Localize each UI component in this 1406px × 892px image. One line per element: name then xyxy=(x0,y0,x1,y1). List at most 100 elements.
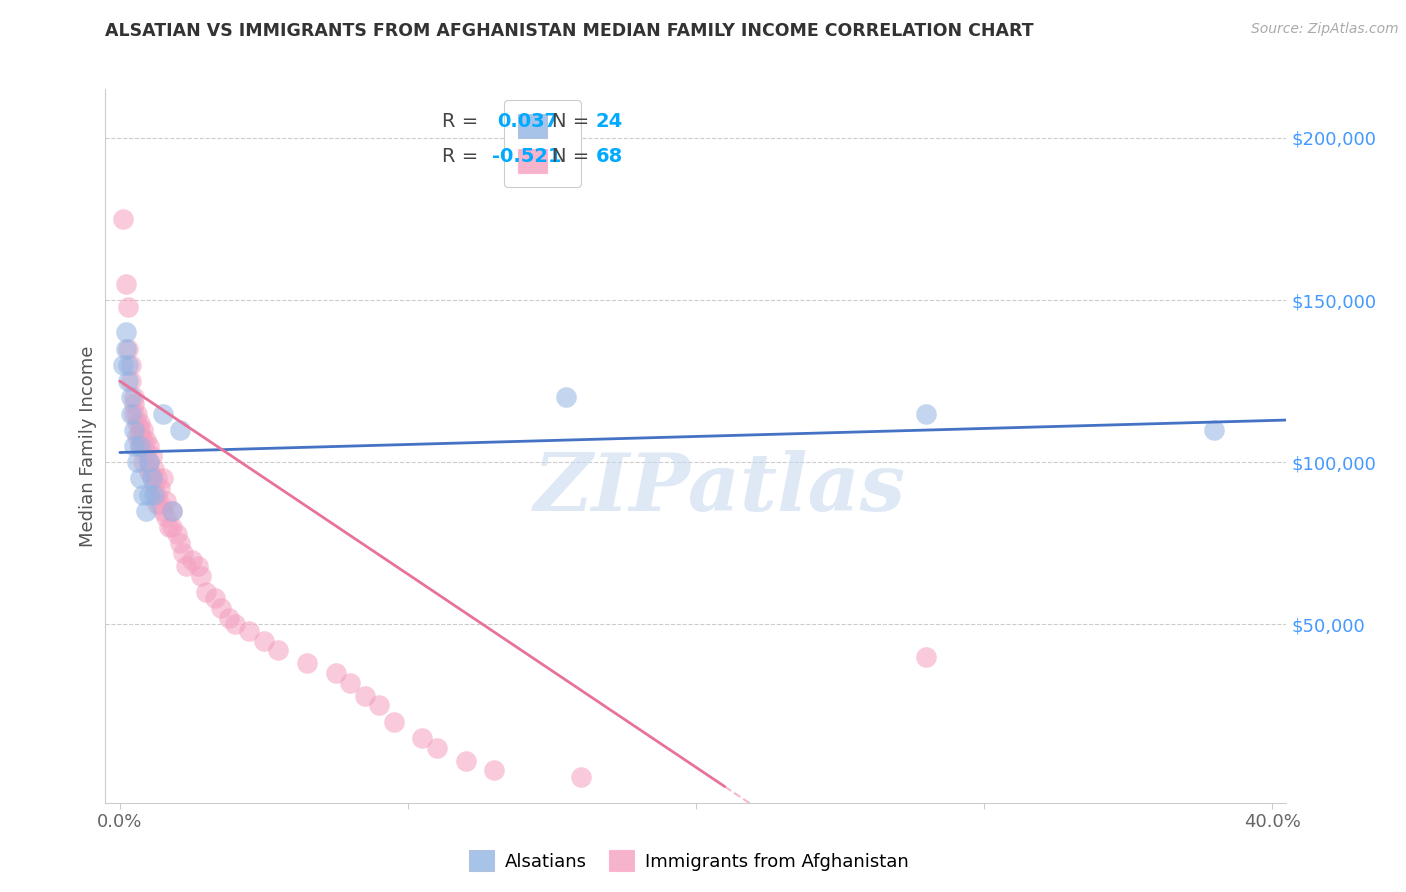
Point xyxy=(138,455,160,469)
Point xyxy=(157,520,180,534)
Point xyxy=(160,520,183,534)
Point xyxy=(218,611,240,625)
Point xyxy=(152,471,174,485)
Point xyxy=(127,407,149,421)
Point xyxy=(253,633,276,648)
Point xyxy=(122,439,145,453)
Point xyxy=(382,714,405,729)
Point xyxy=(325,666,347,681)
Point xyxy=(368,698,391,713)
Point xyxy=(143,488,166,502)
Point xyxy=(114,277,136,291)
Point xyxy=(141,468,163,483)
Text: ZIPatlas: ZIPatlas xyxy=(533,450,905,527)
Point xyxy=(138,439,160,453)
Point xyxy=(484,764,506,778)
Point xyxy=(129,423,152,437)
Text: N =: N = xyxy=(553,112,589,131)
Point xyxy=(174,559,197,574)
Point xyxy=(135,504,157,518)
Text: ALSATIAN VS IMMIGRANTS FROM AFGHANISTAN MEDIAN FAMILY INCOME CORRELATION CHART: ALSATIAN VS IMMIGRANTS FROM AFGHANISTAN … xyxy=(105,22,1033,40)
Point xyxy=(426,740,449,755)
Point xyxy=(117,358,139,372)
Point xyxy=(129,471,152,485)
Text: 68: 68 xyxy=(596,147,623,167)
Point xyxy=(146,497,169,511)
Point xyxy=(111,211,134,226)
Point xyxy=(141,449,163,463)
Point xyxy=(155,494,177,508)
Text: 24: 24 xyxy=(596,112,623,131)
Point xyxy=(209,601,232,615)
Point xyxy=(166,526,188,541)
Point xyxy=(122,407,145,421)
Point xyxy=(129,439,152,453)
Point xyxy=(141,471,163,485)
Point xyxy=(143,478,166,492)
Point xyxy=(915,649,938,664)
Point xyxy=(114,326,136,340)
Point xyxy=(152,407,174,421)
Point xyxy=(160,504,183,518)
Point xyxy=(143,461,166,475)
Point xyxy=(295,657,318,671)
Point xyxy=(122,423,145,437)
Point xyxy=(120,358,142,372)
Point xyxy=(146,488,169,502)
Point xyxy=(132,488,155,502)
Legend: Alsatians, Immigrants from Afghanistan: Alsatians, Immigrants from Afghanistan xyxy=(463,843,915,879)
Point xyxy=(122,390,145,404)
Point xyxy=(267,643,290,657)
Point xyxy=(138,488,160,502)
Point xyxy=(353,689,375,703)
Point xyxy=(339,675,361,690)
Point xyxy=(146,471,169,485)
Point xyxy=(172,546,194,560)
Point xyxy=(127,417,149,431)
Point xyxy=(111,358,134,372)
Point xyxy=(569,770,592,784)
Point xyxy=(204,591,226,606)
Text: N =: N = xyxy=(553,147,589,167)
Point xyxy=(117,300,139,314)
Point xyxy=(138,455,160,469)
Point xyxy=(129,439,152,453)
Text: R =: R = xyxy=(441,112,478,131)
Point xyxy=(915,407,938,421)
Point xyxy=(127,429,149,443)
Legend:  ,  : , xyxy=(503,100,581,187)
Point xyxy=(190,568,212,582)
Point xyxy=(135,433,157,447)
Point xyxy=(120,407,142,421)
Point xyxy=(152,504,174,518)
Point xyxy=(117,342,139,356)
Point xyxy=(132,439,155,453)
Point xyxy=(555,390,578,404)
Y-axis label: Median Family Income: Median Family Income xyxy=(79,345,97,547)
Point xyxy=(138,465,160,479)
Point xyxy=(132,423,155,437)
Point xyxy=(180,552,202,566)
Point xyxy=(187,559,209,574)
Point xyxy=(132,433,155,447)
Point xyxy=(224,617,246,632)
Point xyxy=(454,754,477,768)
Point xyxy=(169,536,191,550)
Point xyxy=(114,342,136,356)
Point xyxy=(149,497,172,511)
Text: -0.521: -0.521 xyxy=(492,147,561,167)
Point xyxy=(129,417,152,431)
Point xyxy=(117,374,139,388)
Point xyxy=(160,504,183,518)
Point xyxy=(195,585,218,599)
Point xyxy=(149,481,172,495)
Point xyxy=(120,374,142,388)
Point xyxy=(122,397,145,411)
Text: Source: ZipAtlas.com: Source: ZipAtlas.com xyxy=(1251,22,1399,37)
Point xyxy=(238,624,260,638)
Text: 0.037: 0.037 xyxy=(498,112,558,131)
Point xyxy=(120,390,142,404)
Point xyxy=(135,445,157,459)
Point xyxy=(127,455,149,469)
Point xyxy=(132,455,155,469)
